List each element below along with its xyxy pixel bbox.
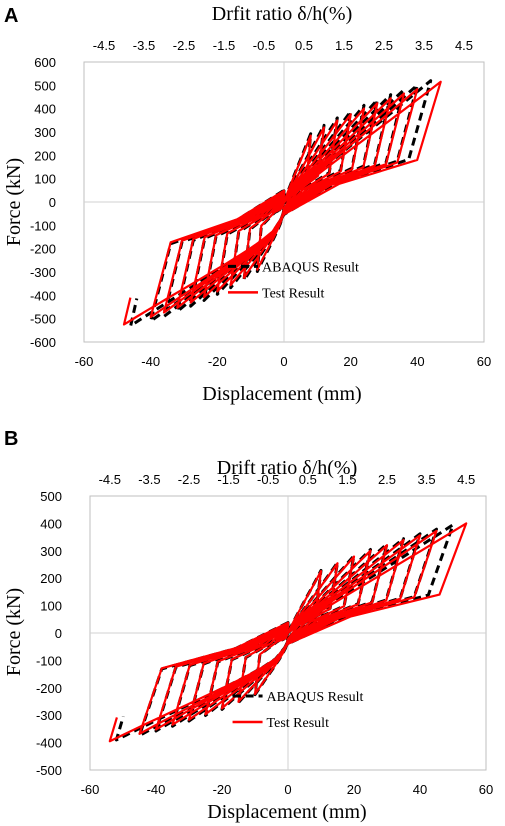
top-tick-label: 1.5 [335,38,353,53]
y-tick-label: -300 [30,265,56,280]
legend-abaqus-label: ABAQUS Result [262,260,359,275]
y-tick-label: -500 [36,763,62,778]
panel-a-title: Drfit ratio δ/h(%) [212,3,353,25]
series-test-curve [108,522,468,743]
top-tick-label: -0.5 [257,472,279,487]
top-tick-label: -4.5 [93,38,115,53]
y-tick-label: -400 [36,736,62,751]
y-tick-label: 100 [34,172,56,187]
panel-a-plot: 6005004003002001000-100-200-300-400-500-… [30,38,491,369]
y-tick-label: 500 [34,78,56,93]
y-tick-label: 200 [34,148,56,163]
x-tick-label: -60 [81,782,100,797]
top-tick-label: -3.5 [138,472,160,487]
panel-b-plot: 5004003002001000-100-200-300-400-500-60-… [36,472,493,797]
y-tick-label: -400 [30,288,56,303]
y-tick-label: -500 [30,312,56,327]
top-tick-label: -1.5 [213,38,235,53]
x-tick-label: -20 [208,354,227,369]
top-tick-label: -1.5 [217,472,239,487]
top-tick-label: -4.5 [99,472,121,487]
panel-b-xlabel: Displacement (mm) [207,801,366,823]
y-tick-label: 100 [40,599,62,614]
y-tick-label: -200 [30,242,56,257]
x-tick-label: 60 [479,782,493,797]
legend-test-label: Test Result [267,716,330,731]
x-tick-label: 60 [477,354,491,369]
top-tick-label: 0.5 [295,38,313,53]
top-tick-label: -0.5 [253,38,275,53]
y-tick-label: 0 [49,195,56,210]
x-tick-label: -40 [141,354,160,369]
y-tick-label: -100 [36,653,62,668]
x-tick-label: 20 [347,782,361,797]
y-tick-label: 300 [40,544,62,559]
top-tick-label: 1.5 [338,472,356,487]
x-tick-label: -20 [213,782,232,797]
x-tick-label: 0 [284,782,291,797]
y-tick-label: 400 [40,516,62,531]
x-tick-label: 20 [343,354,357,369]
y-tick-label: -600 [30,335,56,350]
y-tick-label: 300 [34,125,56,140]
y-tick-label: -300 [36,708,62,723]
y-tick-label: 600 [34,55,56,70]
y-tick-label: -100 [30,218,56,233]
panel-b-ylabel: Force (kN) [3,588,25,676]
top-tick-label: 2.5 [378,472,396,487]
legend-abaqus-label: ABAQUS Result [267,690,364,705]
series-test-curve [122,80,442,326]
legend-test-label: Test Result [262,286,325,301]
top-tick-label: 4.5 [455,38,473,53]
y-tick-label: 200 [40,571,62,586]
panel-b-title: Drift ratio δ/h(%) [217,457,358,479]
x-tick-label: -60 [75,354,94,369]
top-tick-label: -2.5 [173,38,195,53]
panel-a-xlabel: Displacement (mm) [202,383,361,405]
y-tick-label: 400 [34,102,56,117]
y-tick-label: 0 [55,626,62,641]
y-tick-label: 500 [40,489,62,504]
top-tick-label: 3.5 [415,38,433,53]
y-tick-label: -200 [36,681,62,696]
x-tick-label: 40 [410,354,424,369]
panel-b-letter: B [4,428,18,450]
top-tick-label: -2.5 [178,472,200,487]
x-tick-label: -40 [147,782,166,797]
x-tick-label: 40 [413,782,427,797]
x-tick-label: 0 [280,354,287,369]
panel-a-ylabel: Force (kN) [3,158,25,246]
top-tick-label: -3.5 [133,38,155,53]
top-tick-label: 3.5 [418,472,436,487]
top-tick-label: 0.5 [299,472,317,487]
panel-a-letter: A [4,5,18,27]
top-tick-label: 2.5 [375,38,393,53]
top-tick-label: 4.5 [457,472,475,487]
